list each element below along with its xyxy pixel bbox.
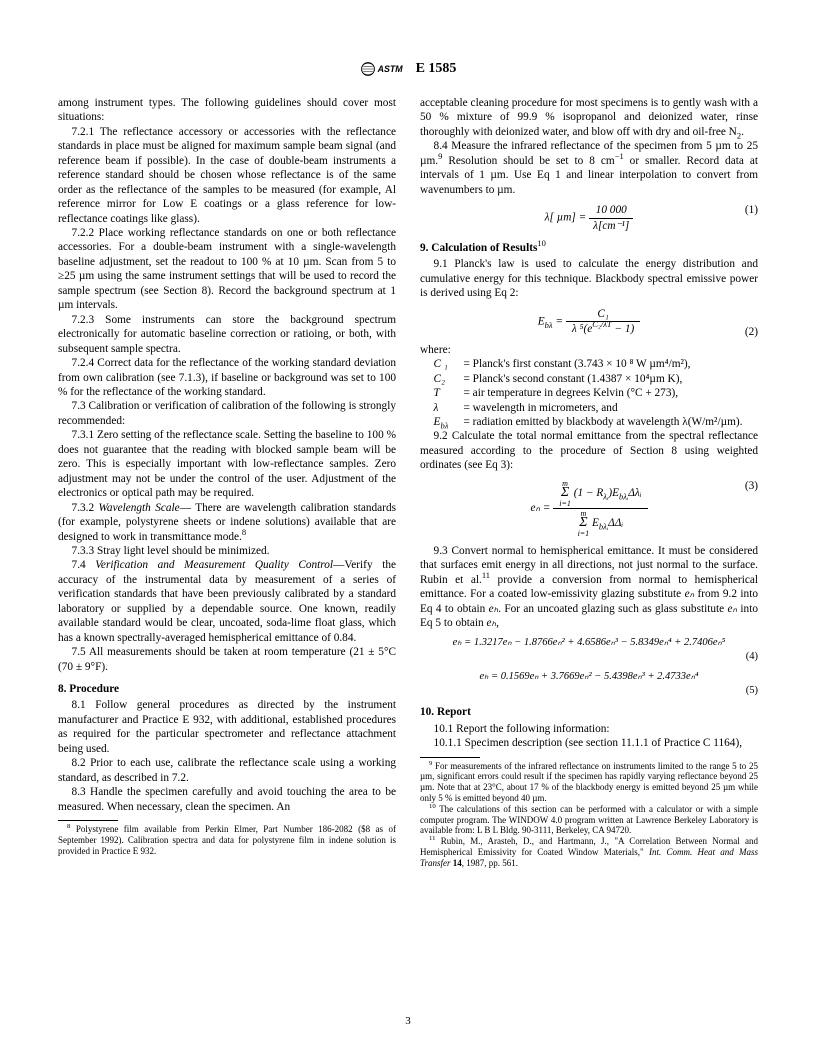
para-7-3-1: 7.3.1 Zero setting of the reflectance sc… — [58, 428, 396, 500]
section-8-heading: 8. Procedure — [58, 682, 396, 696]
para-8-1: 8.1 Follow general procedures as directe… — [58, 698, 396, 756]
para-intro: among instrument types. The following gu… — [58, 96, 396, 125]
equation-3: eₙ = mΣi=1 (1 − Rλᵢ)EbλᵢΔλᵢ mΣi=1 EbλᵢΔΔ… — [420, 479, 758, 538]
para-7-5: 7.5 All measurements should be taken at … — [58, 645, 396, 674]
where-lambda: λ = wavelength in micrometers, and — [434, 401, 758, 415]
footnote-9: 9 For measurements of the infrared refle… — [420, 761, 758, 804]
para-7-3-2: 7.3.2 Wavelength Scale— There are wavele… — [58, 501, 396, 544]
para-10-1-1: 10.1.1 Specimen description (see section… — [420, 736, 758, 750]
para-9-2: 9.2 Calculate the total normal emittance… — [420, 429, 758, 472]
para-7-3-3: 7.3.3 Stray light level should be minimi… — [58, 544, 396, 558]
astm-logo: ASTM — [360, 61, 408, 77]
where-t: T = air temperature in degrees Kelvin (°… — [434, 386, 758, 400]
equation-4: eₕ = 1.3217eₙ − 1.8766eₙ² + 4.6586eₙ³ − … — [420, 636, 758, 649]
where-label: where: — [420, 343, 758, 357]
content-columns: among instrument types. The following gu… — [58, 96, 758, 976]
section-9-heading: 9. Calculation of Results10 — [420, 241, 758, 255]
svg-text:ASTM: ASTM — [376, 64, 403, 74]
footnote-10: 10 The calculations of this section can … — [420, 804, 758, 836]
para-7-2-4: 7.2.4 Correct data for the reflectance o… — [58, 356, 396, 399]
equation-2: Ebλ = C₁ λ ⁵(eC₂/λT − 1) (2) — [420, 307, 758, 337]
equation-1: λ[ µm] = 10 000 λ[cm⁻¹] (1) — [420, 203, 758, 233]
standard-number: E 1585 — [416, 60, 457, 78]
para-8-2: 8.2 Prior to each use, calibrate the ref… — [58, 756, 396, 785]
section-10-heading: 10. Report — [420, 705, 758, 719]
where-c1: C ₁ = Planck's first constant (3.743 × 1… — [434, 357, 758, 371]
footnote-rule-right — [420, 757, 480, 758]
where-c2: C₂ = Planck's second constant (1.4387 × … — [434, 372, 758, 386]
para-9-1: 9.1 Planck's law is used to calculate th… — [420, 257, 758, 300]
para-7-2-1: 7.2.1 The reflectance accessory or acces… — [58, 125, 396, 226]
footnote-8: 8 Polystyrene film available from Perkin… — [58, 824, 396, 856]
footnote-11: 11 Rubin, M., Arasteh, D., and Hartmann,… — [420, 836, 758, 868]
para-8-3-cont: acceptable cleaning procedure for most s… — [420, 96, 758, 139]
para-7-2-3: 7.2.3 Some instruments can store the bac… — [58, 313, 396, 356]
para-9-3: 9.3 Convert normal to hemispherical emit… — [420, 544, 758, 631]
equation-5: eₕ = 0.1569eₙ + 3.7669eₙ² − 5.4398eₙ³ + … — [420, 670, 758, 683]
para-8-3: 8.3 Handle the specimen carefully and av… — [58, 785, 396, 814]
where-ebl: Ebλ = radiation emitted by blackbody at … — [434, 415, 758, 429]
page-number: 3 — [0, 1014, 816, 1028]
page-header: ASTM E 1585 — [58, 60, 758, 78]
footnote-rule-left — [58, 820, 118, 821]
para-7-4: 7.4 Verification and Measurement Quality… — [58, 558, 396, 645]
para-7-2-2: 7.2.2 Place working reflectance standard… — [58, 226, 396, 313]
para-10-1: 10.1 Report the following information: — [420, 722, 758, 736]
para-7-3: 7.3 Calibration or verification of calib… — [58, 399, 396, 428]
para-8-4: 8.4 Measure the infrared reflectance of … — [420, 139, 758, 197]
